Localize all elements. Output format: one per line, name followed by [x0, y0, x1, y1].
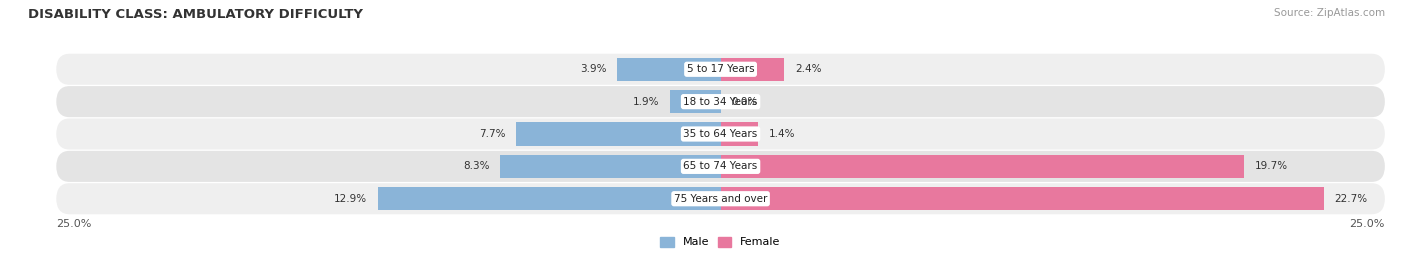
Bar — [671, 90, 721, 113]
Bar — [721, 122, 758, 146]
Text: 5 to 17 Years: 5 to 17 Years — [686, 64, 755, 74]
FancyBboxPatch shape — [56, 86, 1385, 117]
Text: 22.7%: 22.7% — [1334, 194, 1368, 204]
Text: 1.4%: 1.4% — [769, 129, 794, 139]
FancyBboxPatch shape — [56, 183, 1385, 214]
FancyBboxPatch shape — [56, 151, 1385, 182]
Text: 65 to 74 Years: 65 to 74 Years — [683, 161, 758, 171]
Text: 35 to 64 Years: 35 to 64 Years — [683, 129, 758, 139]
Bar — [378, 187, 721, 210]
Text: Source: ZipAtlas.com: Source: ZipAtlas.com — [1274, 8, 1385, 18]
Bar — [721, 155, 1244, 178]
Text: 3.9%: 3.9% — [579, 64, 606, 74]
Text: 7.7%: 7.7% — [479, 129, 505, 139]
Bar — [516, 122, 721, 146]
Text: 12.9%: 12.9% — [335, 194, 367, 204]
Text: 75 Years and over: 75 Years and over — [673, 194, 768, 204]
Legend: Male, Female: Male, Female — [657, 232, 785, 252]
Text: 8.3%: 8.3% — [463, 161, 489, 171]
Bar — [617, 58, 721, 81]
Text: 0.0%: 0.0% — [731, 97, 758, 107]
Bar — [721, 58, 785, 81]
Bar — [501, 155, 721, 178]
Text: 19.7%: 19.7% — [1254, 161, 1288, 171]
Text: DISABILITY CLASS: AMBULATORY DIFFICULTY: DISABILITY CLASS: AMBULATORY DIFFICULTY — [28, 8, 363, 21]
FancyBboxPatch shape — [56, 118, 1385, 150]
Text: 25.0%: 25.0% — [1350, 219, 1385, 229]
Bar — [721, 187, 1324, 210]
Text: 25.0%: 25.0% — [56, 219, 91, 229]
Text: 1.9%: 1.9% — [633, 97, 659, 107]
Text: 2.4%: 2.4% — [794, 64, 821, 74]
FancyBboxPatch shape — [56, 54, 1385, 85]
Text: 18 to 34 Years: 18 to 34 Years — [683, 97, 758, 107]
